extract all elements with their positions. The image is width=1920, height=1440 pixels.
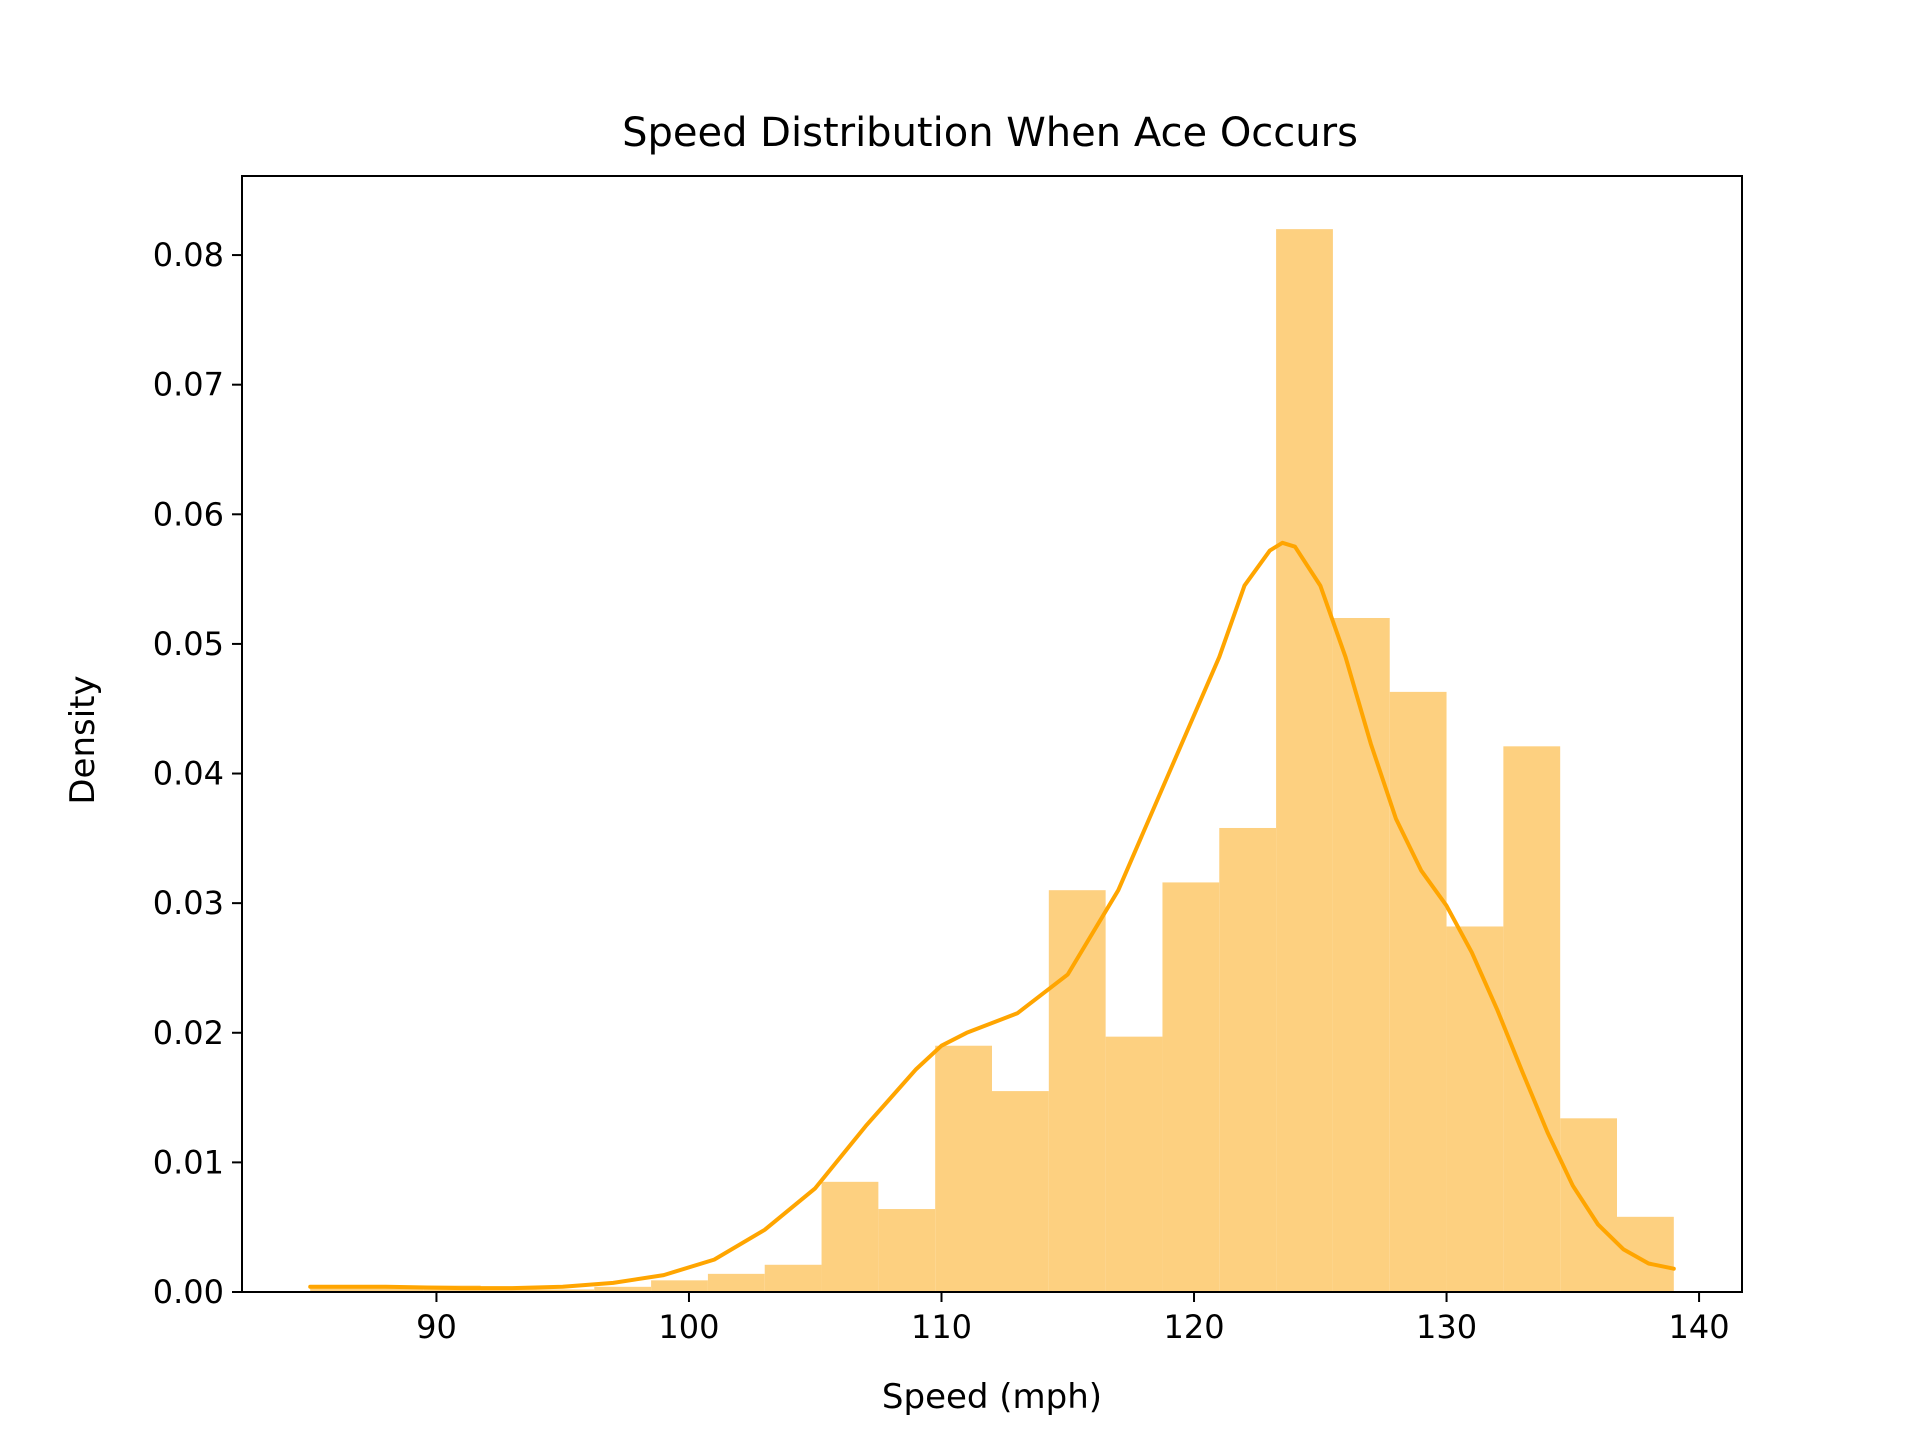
x-tick-label: 120: [1163, 1308, 1224, 1346]
histogram-bar: [1389, 691, 1447, 1292]
histogram-bar: [764, 1264, 822, 1292]
histogram-bar: [707, 1273, 765, 1292]
y-tick-label: 0.01: [153, 1143, 224, 1181]
histogram-bar: [480, 1289, 538, 1292]
histogram-bar: [1332, 617, 1390, 1292]
y-tick-label: 0.04: [153, 755, 224, 793]
plot-frame: [241, 175, 1743, 1293]
chart-title: Speed Distribution When Ace Occurs: [622, 110, 1358, 156]
y-tick-label: 0.07: [153, 366, 224, 404]
histogram-bar: [1048, 890, 1106, 1292]
y-tick-label: 0.02: [153, 1014, 224, 1052]
histogram-bar: [1162, 882, 1220, 1292]
histogram-bar: [1560, 1118, 1617, 1292]
histogram-bar: [367, 1286, 424, 1292]
histogram-bars: [310, 229, 1674, 1293]
histogram-bar: [1446, 926, 1504, 1292]
histogram-bar: [1276, 229, 1333, 1293]
histogram-bar: [935, 1045, 992, 1292]
histogram-bar: [1105, 1036, 1163, 1292]
histogram-bar: [821, 1181, 879, 1292]
y-tick-label: 0.03: [153, 884, 224, 922]
histogram-bar: [992, 1091, 1049, 1292]
y-axis-label: Density: [63, 675, 103, 804]
histogram-bar: [1617, 1216, 1674, 1292]
y-tick-label: 0.06: [153, 495, 224, 533]
x-tick-label: 130: [1416, 1308, 1477, 1346]
histogram-bar: [878, 1209, 936, 1292]
x-tick-label: 90: [416, 1308, 457, 1346]
x-axis: 90 100 110 120 130 140: [416, 1292, 1730, 1346]
histogram-bar: [1503, 746, 1561, 1292]
histogram-bar: [594, 1286, 652, 1292]
y-tick-label: 0.08: [153, 236, 224, 274]
histogram-bar: [537, 1289, 595, 1292]
histogram-bar: [651, 1280, 708, 1292]
y-axis: 0.00 0.01 0.02 0.03 0.04 0.05 0.06 0.07 0.08: [153, 236, 242, 1311]
x-tick-label: 110: [911, 1308, 972, 1346]
x-tick-label: 140: [1669, 1308, 1730, 1346]
x-axis-label: Speed (mph): [882, 1377, 1102, 1417]
x-tick-label: 100: [658, 1308, 719, 1346]
y-tick-label: 0.00: [153, 1273, 224, 1311]
y-tick-label: 0.05: [153, 625, 224, 663]
histogram-bar: [1219, 827, 1277, 1292]
kde-curve: [308, 540, 1676, 1291]
